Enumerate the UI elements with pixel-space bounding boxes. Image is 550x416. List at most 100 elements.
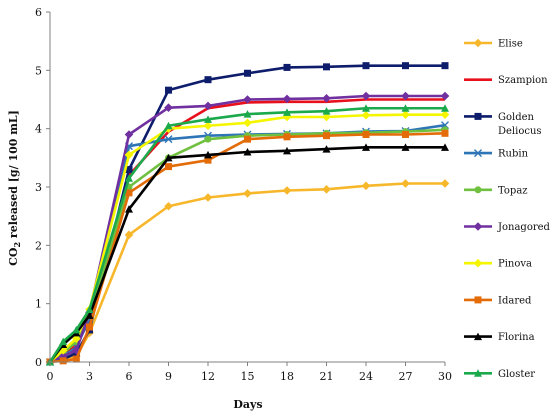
x-tick-label: 18 [280, 370, 294, 383]
data-point-gloster [322, 107, 331, 115]
data-point-gloster [204, 115, 212, 123]
series-line-elise [49, 182, 445, 364]
series-gloster [46, 104, 449, 366]
data-point-florina [243, 148, 252, 156]
legend-label: Jonagored [497, 222, 550, 233]
legend-swatch-marker [474, 369, 482, 377]
legend-item-szampion: Szampion [464, 75, 548, 86]
x-tick-label: 3 [86, 370, 93, 383]
legend-swatch-marker [474, 149, 482, 158]
data-point-jonagored [361, 91, 371, 101]
data-point-idared [86, 323, 93, 331]
data-point-idared [204, 156, 212, 164]
legend-item-golden-deliocus: Golden Deliocus [464, 112, 542, 137]
legend-item-gloster: Gloster [464, 369, 535, 380]
data-point-pinova [58, 346, 68, 355]
series-idared [46, 129, 449, 366]
legend-item-idared: Idared [464, 295, 532, 306]
legend-label: Pinova [498, 259, 532, 270]
legend-label-line: Deliocus [498, 126, 542, 137]
data-point-golden-deliocus [323, 63, 330, 71]
data-point-jonagored [58, 351, 68, 361]
data-point-golden-deliocus [441, 62, 449, 70]
data-point-jonagored [124, 130, 134, 139]
x-tick-label: 6 [126, 370, 133, 383]
data-point-florina [441, 143, 449, 151]
axes [46, 11, 446, 366]
data-point-pinova [440, 110, 450, 119]
data-point-florina [85, 311, 94, 319]
x-tick-label: 27 [399, 370, 413, 383]
data-point-pinova [401, 110, 410, 119]
y-axis-title: CO2 released [g/ 100 mL] [7, 110, 22, 266]
legend-swatch-marker [473, 222, 483, 231]
data-point-gloster [125, 174, 133, 182]
data-point-florina [362, 143, 370, 151]
legend-label: Idared [498, 295, 532, 306]
data-point-gloster [283, 108, 291, 116]
x-tick-label: 12 [201, 370, 215, 383]
legend-item-topaz: Topaz [464, 185, 528, 196]
data-point-golden-deliocus [402, 62, 409, 70]
x-tick-label: 30 [438, 370, 452, 383]
data-point-pinova [124, 150, 134, 160]
x-tick-label: 24 [359, 370, 373, 383]
data-point-jonagored [440, 91, 450, 101]
legend-label-line: Golden [498, 112, 535, 123]
legend-swatch-marker [473, 258, 483, 268]
data-point-golden-deliocus [125, 166, 133, 173]
data-point-gloster [85, 305, 94, 313]
legend-item-jonagored: Jonagored [464, 222, 550, 233]
legend-swatch-marker [474, 332, 482, 341]
data-point-pinova [243, 118, 252, 128]
x-tick-label: 9 [165, 370, 172, 383]
y-tick-label: 5 [35, 64, 42, 77]
data-point-elise [203, 193, 213, 202]
y-tick-label: 2 [35, 239, 42, 252]
y-tick-label: 4 [35, 123, 42, 136]
data-point-golden-deliocus [244, 69, 251, 77]
data-point-florina [283, 146, 291, 155]
data-point-idared [72, 355, 80, 363]
data-point-gloster [59, 337, 68, 346]
series-pinova [45, 110, 450, 367]
data-point-florina [401, 143, 410, 151]
data-point-pinova [361, 110, 371, 120]
legend-label: Topaz [498, 185, 528, 196]
data-point-golden-deliocus [362, 62, 370, 70]
legend-swatch-marker [473, 38, 483, 48]
y-tick-label: 0 [35, 356, 42, 369]
data-point-jonagored [322, 94, 331, 103]
data-point-idared [244, 135, 251, 143]
data-point-gloster [401, 104, 410, 112]
data-point-rubin [164, 135, 173, 144]
y-axis-title-prefix: CO [7, 247, 20, 266]
y-axis-title-suffix: released [g/ 100 mL] [7, 110, 20, 242]
legend-label: Golden Deliocus [498, 112, 542, 137]
data-point-florina [322, 145, 331, 153]
legend-swatch-marker [474, 112, 482, 120]
legend-label: Gloster [498, 369, 535, 380]
data-point-gloster [441, 104, 449, 112]
data-point-jonagored [243, 95, 252, 104]
x-tick-label: 21 [320, 370, 334, 383]
data-point-golden-deliocus [283, 63, 291, 71]
data-point-jonagored [401, 91, 410, 101]
data-point-elise [322, 185, 331, 194]
data-point-idared [165, 163, 172, 171]
data-point-elise [164, 201, 173, 211]
data-point-idared [283, 133, 291, 141]
data-point-elise [124, 230, 134, 240]
legend-item-florina: Florina [464, 332, 535, 343]
data-point-pinova [72, 334, 81, 343]
x-axis-title: Days [233, 398, 262, 411]
x-tick-label: 15 [241, 370, 255, 383]
data-point-pinova [322, 112, 331, 122]
data-point-florina [204, 150, 212, 159]
data-point-idared [441, 129, 449, 137]
data-point-elise [282, 186, 292, 195]
data-point-gloster [164, 121, 173, 130]
legend: Elise Szampion Golden Deliocus Rubin Topaz Jon… [464, 39, 550, 380]
